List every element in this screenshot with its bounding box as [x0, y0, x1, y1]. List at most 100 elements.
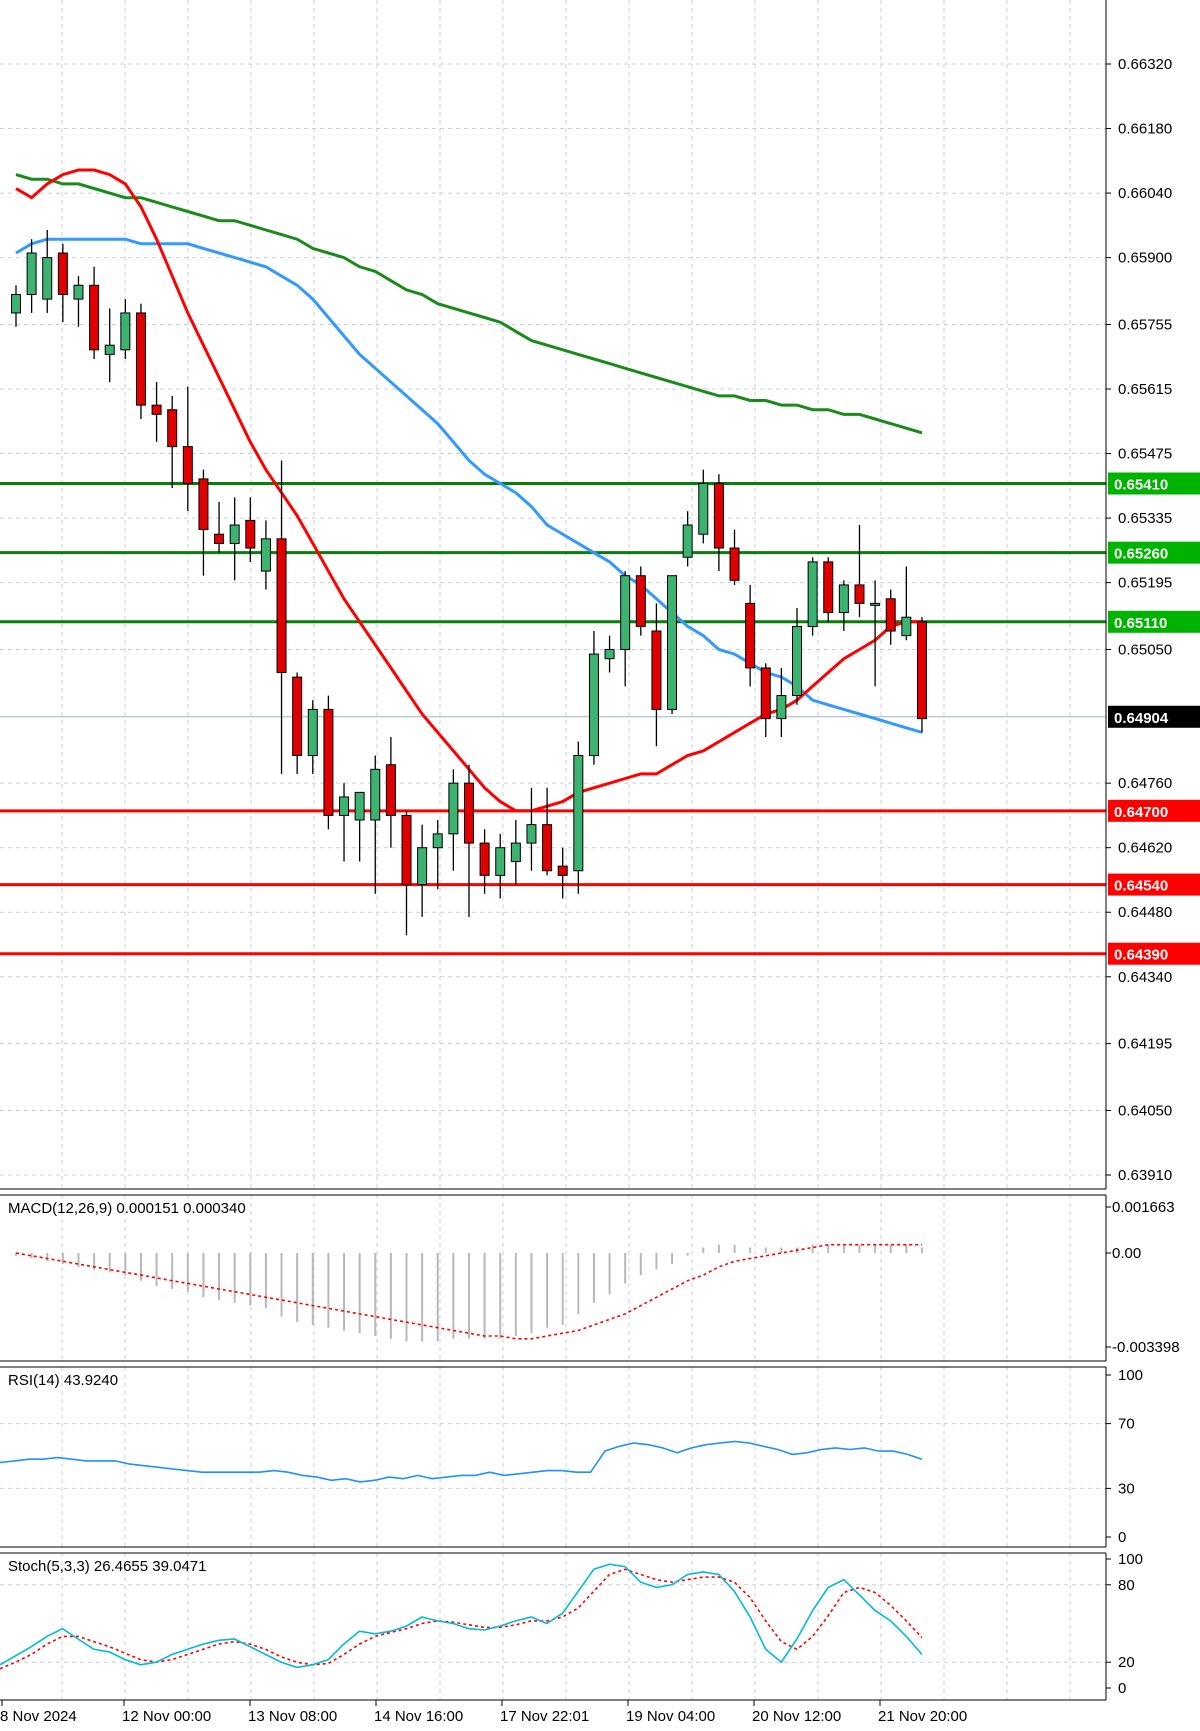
level-label: 0.64700 — [1114, 804, 1168, 821]
axes-layer: 0.66320 0.66180 0.66040 0.65900 0.65755 0.656… — [0, 0, 1180, 1725]
candle-body — [120, 312, 131, 351]
candle-body — [479, 842, 490, 876]
candle-body — [557, 865, 568, 876]
candle-body — [214, 533, 225, 544]
candle-body — [57, 252, 68, 295]
rsi-line — [0, 1440, 923, 1483]
candle-body — [432, 833, 443, 849]
level-badge — [1108, 873, 1200, 896]
rsi-panel[interactable]: RSI(14) 43.9240 — [0, 1372, 1106, 1489]
x-tick-label: 12 Nov 00:00 — [122, 1708, 211, 1725]
x-tick-label: 13 Nov 08:00 — [248, 1708, 337, 1725]
level-label: 0.65110 — [1114, 615, 1167, 632]
price-tick-label: 0.64760 — [1118, 775, 1172, 792]
price-tick-label: 0.66180 — [1118, 121, 1172, 138]
rsi-tick-label: 100 — [1118, 1367, 1143, 1384]
price-tick-label: 0.66320 — [1118, 56, 1172, 73]
stoch-main-line — [0, 1563, 923, 1669]
candle-body — [604, 648, 615, 660]
candle-body — [104, 344, 115, 355]
candle-body — [620, 575, 631, 650]
candle-body — [417, 847, 428, 886]
ma-blue-line — [15, 237, 923, 734]
candle-body — [588, 653, 599, 756]
stochastic-panel[interactable]: Stoch(5,3,3) 26.4655 39.0471 — [0, 1558, 1106, 1670]
candle-body — [776, 695, 787, 720]
candle-body — [151, 404, 162, 415]
x-tick-label: 17 Nov 22:01 — [500, 1708, 589, 1725]
candle-body — [542, 824, 553, 872]
candle-body — [307, 708, 318, 756]
price-tick-label: 0.64340 — [1118, 969, 1172, 986]
stoch-label: Stoch(5,3,3) 26.4655 39.0471 — [8, 1558, 207, 1575]
candle-body — [73, 284, 84, 300]
stoch-tick-label: 20 — [1118, 1654, 1135, 1671]
candle-body — [667, 575, 678, 710]
price-tick-label: 0.66040 — [1118, 185, 1172, 202]
candle-body — [448, 782, 459, 835]
candle-body — [729, 547, 740, 581]
current-price-badge — [1108, 705, 1200, 728]
candle-body — [713, 483, 724, 549]
candle-body — [182, 446, 193, 485]
price-tick-label: 0.64195 — [1118, 1036, 1172, 1053]
level-label: 0.65410 — [1114, 477, 1168, 494]
price-tick-label: 0.65755 — [1118, 316, 1172, 333]
rsi-tick-label: 70 — [1118, 1416, 1135, 1433]
candle-body — [510, 842, 521, 863]
x-tick-label: 19 Nov 04:00 — [626, 1708, 715, 1725]
x-tick-label: 14 Nov 16:00 — [374, 1708, 463, 1725]
macd-tick-label: 0.00 — [1112, 1245, 1141, 1262]
main-price-panel[interactable]: 0.65410 0.65260 0.65110 0.64700 0.64540 0.643… — [0, 168, 1200, 965]
candle-body — [89, 284, 100, 351]
candle-body — [854, 584, 865, 604]
candle-body — [135, 312, 146, 406]
candle-body — [463, 782, 474, 844]
candle-body — [495, 847, 506, 876]
candle-body — [11, 293, 21, 314]
ma-green-line — [15, 173, 923, 435]
candle-body — [198, 478, 209, 531]
candle-body — [354, 791, 365, 821]
candle-body — [651, 630, 662, 710]
candle-body — [792, 625, 802, 697]
price-tick-label: 0.64050 — [1118, 1102, 1172, 1119]
stoch-tick-label: 100 — [1118, 1551, 1143, 1568]
candle-body — [745, 602, 756, 669]
level-label: 0.64390 — [1114, 947, 1168, 964]
candle-body — [370, 768, 381, 821]
candle-body — [292, 676, 303, 756]
candle-body — [760, 667, 771, 720]
candle-body — [870, 602, 881, 606]
candle-body — [838, 584, 849, 614]
price-tick-label: 0.63910 — [1118, 1167, 1172, 1184]
stoch-tick-label: 80 — [1118, 1577, 1135, 1594]
candle-body — [885, 598, 896, 632]
candle-body — [245, 519, 256, 549]
rsi-label: RSI(14) 43.9240 — [8, 1372, 118, 1389]
x-tick-label: 20 Nov 12:00 — [752, 1708, 841, 1725]
stoch-tick-label: 0 — [1118, 1680, 1126, 1697]
level-label: 0.64540 — [1114, 878, 1168, 895]
candle-body — [635, 575, 646, 627]
x-tick-label: 8 Nov 2024 — [0, 1708, 77, 1725]
candle-body — [276, 538, 287, 674]
macd-tick-label: 0.001663 — [1112, 1199, 1175, 1216]
x-tick-label: 21 Nov 20:00 — [878, 1708, 967, 1725]
candle-body — [229, 524, 240, 544]
candle-body — [167, 409, 178, 448]
candle-body — [698, 483, 709, 535]
macd-label: MACD(12,26,9) 0.000151 0.000340 — [8, 1200, 246, 1217]
macd-panel[interactable]: MACD(12,26,9) 0.000151 0.000340 — [8, 1200, 923, 1342]
price-tick-label: 0.65335 — [1118, 510, 1172, 527]
rsi-tick-label: 30 — [1118, 1480, 1135, 1497]
candle-body — [42, 257, 53, 300]
price-tick-label: 0.65050 — [1118, 641, 1172, 658]
price-tick-label: 0.65195 — [1118, 575, 1172, 592]
candle-body — [260, 538, 271, 572]
rsi-tick-label: 0 — [1118, 1529, 1126, 1546]
macd-tick-label: -0.003398 — [1112, 1339, 1180, 1356]
grid-layer — [0, 0, 1106, 1700]
candle-body — [823, 561, 834, 614]
